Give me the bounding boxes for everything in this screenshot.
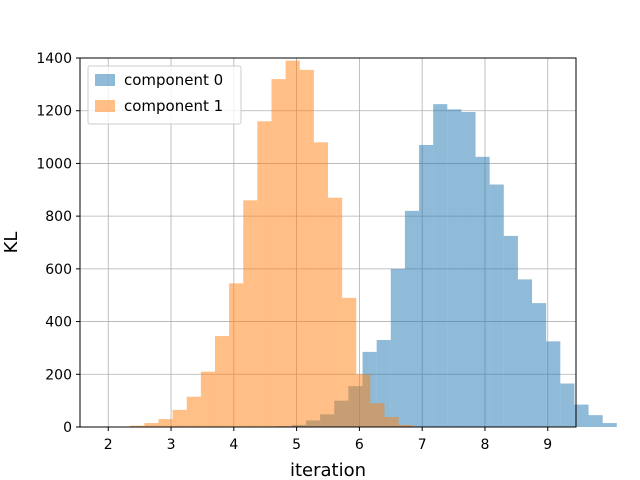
histogram-bar-component-1 <box>384 416 399 427</box>
histogram-bar-component-1 <box>130 425 145 427</box>
x-tick-label: 7 <box>418 437 427 453</box>
histogram-bar-component-1 <box>200 371 215 427</box>
histogram-bar-component-0 <box>602 423 617 427</box>
histogram-bar-component-1 <box>257 121 272 427</box>
histogram-bar-component-1 <box>328 197 343 427</box>
histogram-bar-component-1 <box>243 200 258 427</box>
x-tick-label: 6 <box>355 437 364 453</box>
x-tick-label: 3 <box>167 437 176 453</box>
y-tick-label: 1200 <box>36 104 72 120</box>
histogram-bar-component-0 <box>517 279 533 427</box>
histogram-bar-component-0 <box>461 112 476 428</box>
x-tick-label: 4 <box>229 437 238 453</box>
histogram-bar-component-0 <box>532 303 547 427</box>
histogram-bar-component-1 <box>271 79 286 427</box>
x-tick-label: 8 <box>481 437 490 453</box>
histogram-bar-component-0 <box>560 383 575 427</box>
legend-box <box>87 65 242 125</box>
histogram-bar-component-1 <box>158 419 173 427</box>
histogram-bar-component-1 <box>370 403 385 427</box>
y-axis-label: KL <box>1 232 22 254</box>
histogram-bar-component-0 <box>447 109 462 428</box>
histogram-bar-component-1 <box>285 60 300 428</box>
histogram-bar-component-1 <box>313 142 328 428</box>
histogram-bar-component-0 <box>546 341 561 427</box>
histogram-bar-component-0 <box>433 104 448 427</box>
legend-swatch-component-0 <box>95 74 115 86</box>
bars-layer <box>130 60 617 428</box>
legend: component 0 component 1 <box>87 65 242 125</box>
histogram-bar-component-1 <box>299 69 314 427</box>
histogram-bar-component-0 <box>404 210 420 427</box>
y-tick-label: 1000 <box>36 156 72 172</box>
y-tick-label: 600 <box>45 262 72 278</box>
histogram-bar-component-0 <box>475 156 490 427</box>
x-tick-label: 2 <box>104 437 113 453</box>
y-tick-label: 200 <box>45 367 72 383</box>
histogram-bar-component-0 <box>574 404 589 427</box>
histogram-bar-component-0 <box>390 268 405 427</box>
histogram-bar-component-1 <box>172 409 187 427</box>
plot-frame <box>79 57 577 428</box>
x-tick-label: 5 <box>292 437 301 453</box>
histogram-bar-component-0 <box>503 235 518 427</box>
ticks-layer: 2 3 4 5 6 7 8 9 0 200 400 600 800 1000 1200 1400 <box>36 51 552 453</box>
histogram-bar-component-1 <box>214 336 230 427</box>
histogram-bar-component-0 <box>419 144 434 427</box>
x-axis-label: iteration <box>290 460 366 480</box>
histogram-bar-component-0 <box>588 415 603 427</box>
x-tick-label: 9 <box>543 437 552 453</box>
histogram-bar-component-1 <box>186 396 201 427</box>
legend-label-component-1: component 1 <box>124 97 223 115</box>
histogram-bar-component-1 <box>398 424 413 427</box>
y-tick-label: 1400 <box>36 51 72 67</box>
histogram-bar-component-1 <box>342 297 357 427</box>
histogram-bar-component-1 <box>229 283 244 427</box>
y-tick-label: 400 <box>45 315 72 331</box>
y-tick-label: 800 <box>45 209 72 225</box>
histogram-bar-component-1 <box>144 423 159 427</box>
histogram-bar-component-0 <box>489 184 504 427</box>
y-tick-label: 0 <box>63 420 72 436</box>
legend-label-component-0: component 0 <box>124 71 223 89</box>
histogram-bar-component-1 <box>356 374 371 427</box>
legend-swatch-component-1 <box>95 100 115 112</box>
